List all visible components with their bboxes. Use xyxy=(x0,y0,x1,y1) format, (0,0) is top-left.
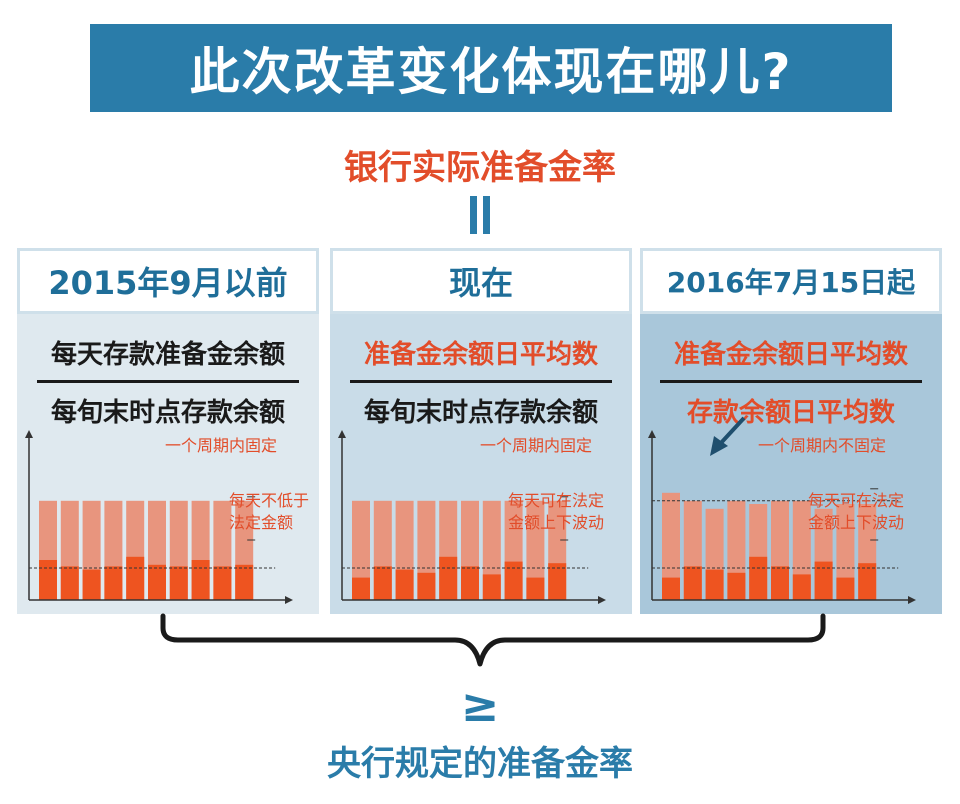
reserve-bar xyxy=(814,561,833,600)
bar-chart xyxy=(25,430,293,604)
fraction-line xyxy=(660,380,922,383)
callout-bottom-line-2: 金额上下波动 xyxy=(508,513,605,532)
bar-chart xyxy=(338,430,606,604)
reserve-bar xyxy=(104,566,123,600)
reserve-bar xyxy=(836,577,855,600)
reserve-bar xyxy=(683,566,702,600)
reserve-bar xyxy=(662,577,680,600)
reserve-bar xyxy=(373,566,392,600)
reserve-bar xyxy=(526,577,545,600)
reserve-bar xyxy=(60,566,79,600)
fraction-line xyxy=(350,380,612,383)
deposit-bar xyxy=(352,500,370,600)
y-axis-arrow xyxy=(25,430,33,438)
callout-bottom: 每天可在法定 金额上下波动 xyxy=(808,490,904,534)
y-axis-arrow xyxy=(648,430,656,438)
deposit-bar xyxy=(526,500,545,600)
fraction-denominator: 每旬末时点存款余额 xyxy=(363,398,598,428)
callout-bottom-line-2: 金额上下波动 xyxy=(808,513,905,532)
fraction-denominator: 每旬末时点存款余额 xyxy=(50,398,285,428)
fraction-denominator: 存款余额日平均数 xyxy=(686,398,895,428)
reserve-bar xyxy=(482,574,501,600)
x-axis-arrow xyxy=(285,596,293,604)
reserve-bar xyxy=(548,563,567,600)
reserve-bar xyxy=(395,569,414,600)
reserve-bar xyxy=(82,569,101,600)
panel-body: 准备金余额日平均数 存款余额日平均数 一个周期内不固定 每天可在法定 金额上下波… xyxy=(640,314,942,614)
equals-sign xyxy=(0,196,960,238)
pointer-arrow-head xyxy=(710,436,728,456)
panel-header: 现在 xyxy=(330,248,632,314)
callout-top: 一个周期内固定 xyxy=(165,436,278,455)
callout-bottom-line-2: 法定金额 xyxy=(229,513,294,532)
bar-chart xyxy=(648,416,916,604)
panel-body: 准备金余额日平均数 每旬末时点存款余额 一个周期内固定 每天可在法定 金额上下波… xyxy=(330,314,632,614)
reserve-bar xyxy=(727,572,746,600)
panel-now: 现在 准备金余额日平均数 每旬末时点存款余额 一个周期内固定 每天可在法定 金额… xyxy=(330,248,632,614)
reserve-bar xyxy=(858,563,877,600)
reserve-bar xyxy=(169,566,188,600)
callout-bottom-line-1: 每天可在法定 xyxy=(808,491,905,510)
y-axis-arrow xyxy=(338,430,346,438)
reserve-bar xyxy=(792,574,811,600)
panel-before-2015-09: 2015年9月以前 每天存款准备金余额 每旬末时点存款余额 一个周期内固定 每天… xyxy=(17,248,319,614)
panel-header: 2015年9月以前 xyxy=(17,248,319,314)
fraction-line xyxy=(37,380,299,383)
callout-bottom: 每天不低于 法定金额 xyxy=(229,490,309,534)
callout-top: 一个周期内不固定 xyxy=(758,436,887,455)
callout-bottom-line-1: 每天不低于 xyxy=(229,491,310,510)
callout-bottom-line-1: 每天可在法定 xyxy=(508,491,605,510)
x-axis-arrow xyxy=(598,596,606,604)
reserve-bar xyxy=(235,564,254,600)
fraction-numerator: 准备金余额日平均数 xyxy=(363,340,598,370)
greater-equal-sign: ≥ xyxy=(460,678,500,732)
x-axis-arrow xyxy=(908,596,916,604)
page-title: 此次改革变化体现在哪儿? xyxy=(90,24,892,112)
panel-header: 2016年7月15日起 xyxy=(640,248,942,314)
deposit-bar xyxy=(662,492,680,600)
deposit-bar xyxy=(836,504,855,600)
required-reserve-ratio-label: 央行规定的准备金率 xyxy=(327,744,633,784)
callout-bottom: 每天可在法定 金额上下波动 xyxy=(508,490,604,534)
reserve-bar xyxy=(417,572,436,600)
fraction-numerator: 每天存款准备金余额 xyxy=(50,340,285,370)
reserve-bar xyxy=(148,564,166,600)
reserve-bar xyxy=(705,569,724,600)
reserve-bar xyxy=(39,560,57,600)
reserve-bar xyxy=(771,566,789,600)
reserve-bar xyxy=(352,577,370,600)
panel-from-2016-07-15: 2016年7月15日起 准备金余额日平均数 存款余额日平均数 一个周期内不固定 … xyxy=(640,248,942,614)
fraction-numerator: 准备金余额日平均数 xyxy=(673,340,908,370)
pointer-arrow-shaft xyxy=(718,416,746,446)
panel-body: 每天存款准备金余额 每旬末时点存款余额 一个周期内固定 每天不低于 法定金额 xyxy=(17,314,319,614)
reserve-bar xyxy=(213,566,232,600)
reserve-bar xyxy=(504,561,523,600)
callout-top: 一个周期内固定 xyxy=(480,436,593,455)
reserve-bar xyxy=(191,560,210,600)
actual-reserve-ratio-label: 银行实际准备金率 xyxy=(344,148,616,188)
reserve-bar xyxy=(461,566,479,600)
